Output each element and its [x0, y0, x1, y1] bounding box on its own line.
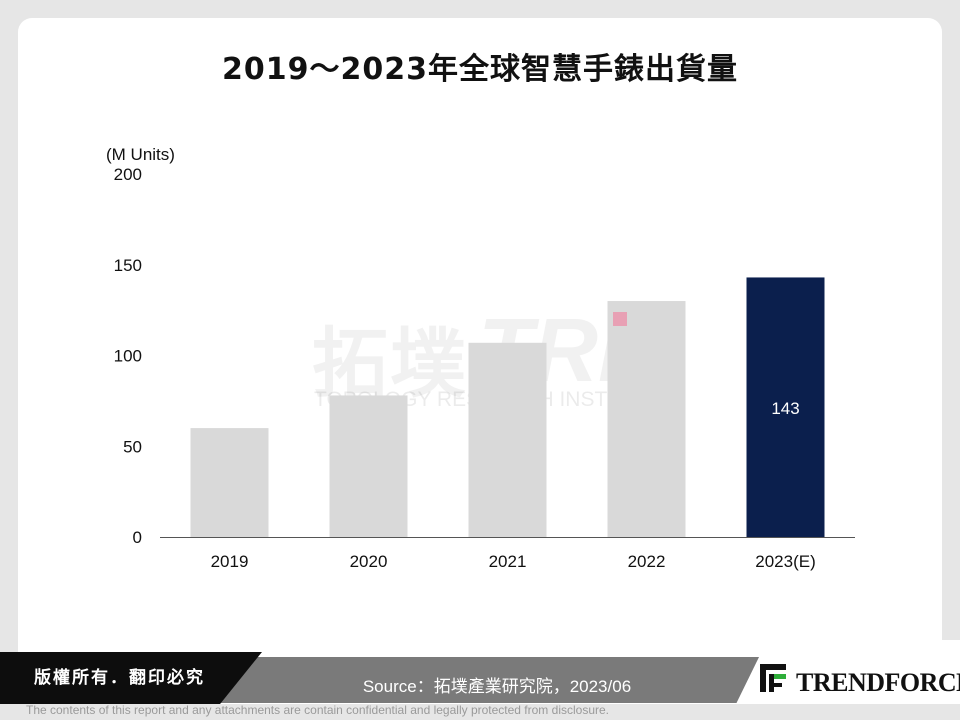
x-tick-label: 2020: [350, 552, 388, 571]
x-tick-label: 2023(E): [755, 552, 815, 571]
watermark-accent: [613, 312, 627, 326]
logo-plate: [736, 640, 960, 704]
chart-title: 2019～2023年全球智慧手錶出貨量: [222, 52, 738, 87]
trendforce-logo-icon: [760, 664, 786, 692]
bar-2020: [329, 395, 408, 537]
watermark-chinese: 拓墣: [312, 319, 468, 408]
disclaimer-text: The contents of this report and any atta…: [26, 703, 609, 717]
y-tick-label: 200: [114, 165, 142, 184]
bar-2022: [607, 301, 686, 537]
x-tick-label: 2019: [211, 552, 249, 571]
y-tick-label: 100: [114, 347, 142, 366]
data-label: 143: [771, 399, 799, 418]
y-tick-label: 150: [114, 256, 142, 275]
bar-2019: [190, 428, 269, 537]
trendforce-logo-text: TRENDFORCE: [796, 668, 960, 697]
y-tick-label: 50: [123, 437, 142, 456]
copyright-notice: 版權所有．翻印必究: [0, 652, 262, 704]
bar-2021: [468, 342, 547, 537]
x-tick-label: 2021: [489, 552, 527, 571]
x-tick-label: 2022: [628, 552, 666, 571]
y-tick-label: 0: [133, 528, 142, 547]
bar-2023-e: [746, 277, 825, 537]
y-axis-unit-label: (M Units): [106, 145, 175, 164]
source-text: Source：拓墣產業研究院，2023/06: [362, 677, 632, 696]
